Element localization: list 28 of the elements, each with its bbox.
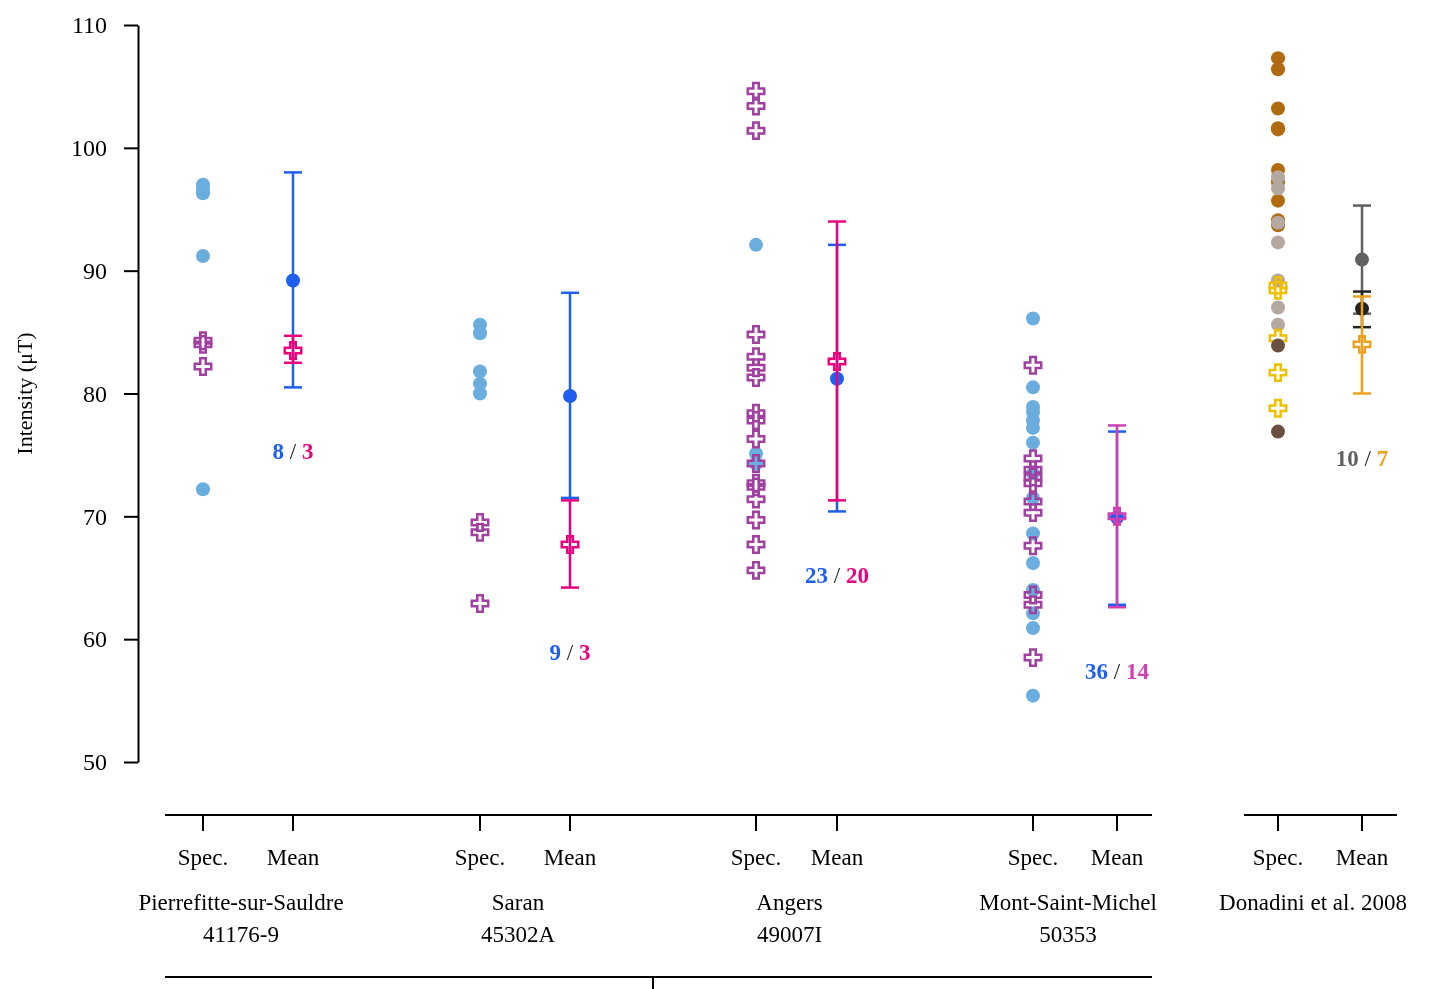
- x-axis-title: Pierrefitte-sur-Sauldre 41176-9: [138, 890, 344, 947]
- x-tick-label: Spec.: [1007, 845, 1059, 871]
- y-tick-label: 80: [83, 380, 107, 407]
- x-tick-label: Spec.: [177, 845, 229, 871]
- annotation: 9 / 3: [549, 639, 591, 665]
- x-tick-label: Spec.: [730, 845, 782, 871]
- x-tick-label: Spec.: [1252, 845, 1304, 871]
- y-tick-label: 90: [83, 257, 107, 284]
- x-axis-title: Angers 49007I: [756, 890, 823, 947]
- annotation: 10 / 7: [1335, 445, 1389, 471]
- annotation: 36 / 14: [1085, 659, 1150, 685]
- annotation: 23 / 20: [805, 563, 869, 589]
- x-tick-label: Mean: [1335, 845, 1389, 871]
- x-tick-label: Mean: [810, 845, 864, 871]
- x-tick-label: Spec.: [454, 845, 506, 871]
- y-tick-label: 60: [83, 626, 107, 653]
- annotation: 8 / 3: [272, 439, 314, 465]
- x-axis-title: Saran 45302A: [480, 890, 556, 947]
- x-tick-label: Mean: [543, 845, 597, 871]
- x-tick-label: Mean: [266, 845, 320, 871]
- y-tick-label: 110: [71, 12, 107, 39]
- x-tick-label: Mean: [1090, 845, 1144, 871]
- x-axis-title: Mont-Saint-Michel 50353: [979, 890, 1157, 947]
- y-tick-label: 70: [83, 503, 107, 530]
- y-tick-label: 100: [71, 135, 107, 162]
- y-axis-title: Intensity (μT): [12, 332, 37, 455]
- x-axis-title: Donadini et al. 2008: [1219, 890, 1407, 915]
- y-tick-label: 50: [83, 749, 107, 776]
